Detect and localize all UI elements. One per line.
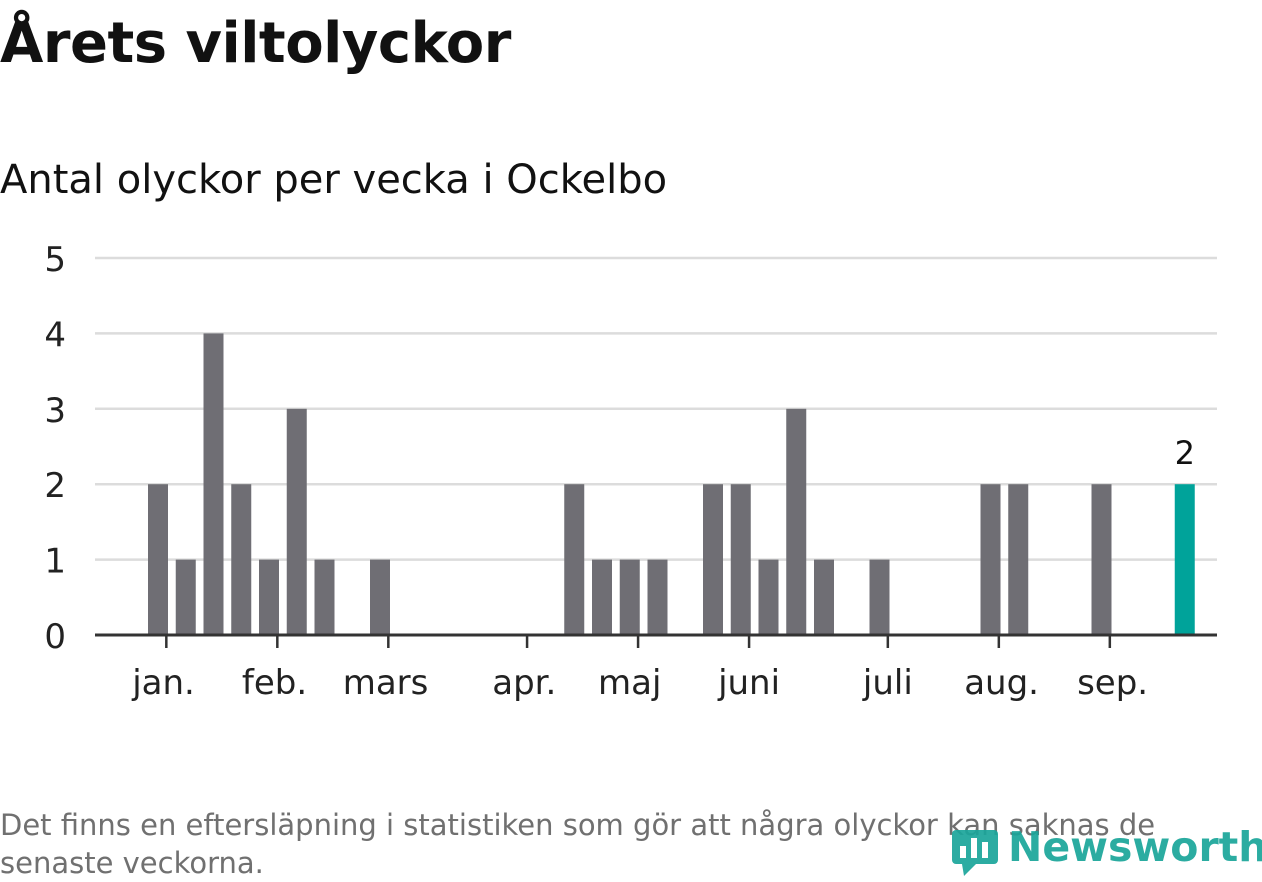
bar [175,559,196,635]
x-tick-label: juni [717,663,780,703]
bar [148,484,168,635]
bar [758,559,779,635]
gridlines [95,256,1217,561]
logo-text: Newsworthy [1008,823,1262,871]
y-tick-label: 4 [44,315,66,355]
bar [592,559,612,635]
bar [814,559,834,635]
x-tick-label: jan. [131,663,195,703]
y-axis-labels: 0 1 2 3 4 5 [44,240,66,657]
bar [314,559,335,635]
bar [786,408,807,635]
y-tick-label: 5 [44,240,66,280]
bars [148,333,1195,635]
x-tick-label: mars [343,663,429,703]
bar [231,484,252,635]
bar-chart-speech-icon [952,830,998,876]
bar [1174,484,1195,635]
x-tick-label: sep. [1077,663,1148,703]
bar [980,484,1001,635]
x-tick-label: maj [598,663,661,703]
y-tick-label: 1 [44,542,66,582]
newsworthy-logo: Newsworthy [950,816,1262,878]
bar [370,559,390,635]
x-tick-label: apr. [492,663,556,703]
bar [619,559,640,635]
y-tick-label: 0 [44,617,66,657]
x-axis: jan. feb. mars apr. maj juni juli aug. sep. [95,633,1217,703]
bar [1091,484,1112,635]
bar [730,484,751,635]
annotations: 2 [1175,434,1195,472]
bar [286,408,307,635]
x-tick-label: juli [862,663,913,703]
bar [869,559,890,635]
bar [564,484,585,635]
x-tick-label: feb. [242,663,307,703]
chart-title: Årets viltolyckor [0,11,511,76]
y-tick-label: 2 [44,466,66,506]
highlight-value-label: 2 [1175,434,1195,472]
bar [203,333,224,635]
bar-chart: 0 1 2 3 4 5 jan. feb. mars apr. maj juni juli aug. se… [44,240,1217,703]
bar [703,484,723,635]
chart-subtitle: Antal olyckor per vecka i Ockelbo [0,157,668,203]
y-tick-label: 3 [44,391,66,431]
bar [647,559,668,635]
bar [1008,484,1029,635]
x-tick-label: aug. [964,663,1039,703]
bar [259,559,279,635]
